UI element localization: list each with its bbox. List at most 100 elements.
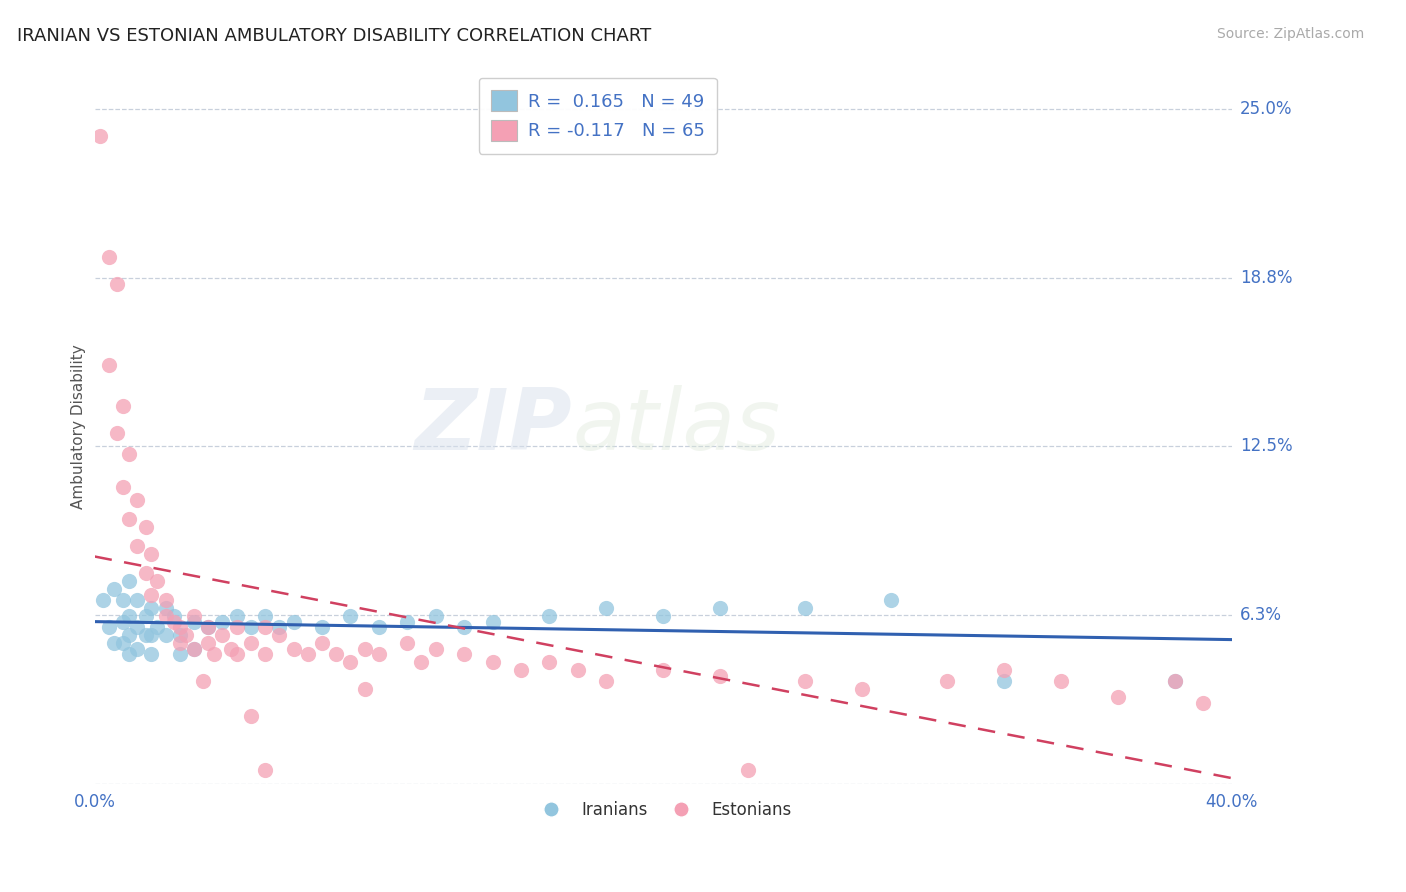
- Point: [141, 601, 163, 615]
- Point: [481, 615, 503, 629]
- Point: [269, 628, 291, 642]
- Point: [353, 641, 375, 656]
- Point: [135, 566, 157, 581]
- Point: [709, 601, 731, 615]
- Point: [239, 620, 262, 634]
- Point: [353, 682, 375, 697]
- Point: [183, 641, 205, 656]
- Text: 18.8%: 18.8%: [1240, 268, 1292, 286]
- Point: [1050, 674, 1073, 689]
- Point: [97, 359, 120, 373]
- Point: [141, 628, 163, 642]
- Point: [118, 574, 141, 589]
- Point: [135, 520, 157, 534]
- Text: 12.5%: 12.5%: [1240, 437, 1292, 456]
- Point: [1192, 696, 1215, 710]
- Point: [538, 609, 561, 624]
- Point: [481, 655, 503, 669]
- Point: [453, 647, 475, 661]
- Point: [225, 609, 247, 624]
- Point: [118, 647, 141, 661]
- Point: [936, 674, 959, 689]
- Point: [183, 615, 205, 629]
- Point: [141, 588, 163, 602]
- Point: [183, 641, 205, 656]
- Point: [103, 636, 125, 650]
- Point: [146, 620, 169, 634]
- Point: [118, 447, 141, 461]
- Point: [1107, 690, 1129, 705]
- Point: [311, 620, 333, 634]
- Point: [254, 647, 277, 661]
- Point: [595, 674, 617, 689]
- Point: [709, 669, 731, 683]
- Text: 25.0%: 25.0%: [1240, 100, 1292, 118]
- Point: [155, 601, 177, 615]
- Point: [141, 647, 163, 661]
- Point: [197, 636, 219, 650]
- Text: atlas: atlas: [572, 384, 780, 467]
- Point: [1164, 674, 1187, 689]
- Point: [652, 609, 675, 624]
- Point: [239, 709, 262, 723]
- Point: [510, 664, 533, 678]
- Point: [127, 493, 149, 508]
- Point: [595, 601, 617, 615]
- Text: IRANIAN VS ESTONIAN AMBULATORY DISABILITY CORRELATION CHART: IRANIAN VS ESTONIAN AMBULATORY DISABILIT…: [17, 27, 651, 45]
- Point: [367, 620, 389, 634]
- Point: [311, 636, 333, 650]
- Point: [103, 582, 125, 597]
- Point: [111, 480, 134, 494]
- Point: [254, 763, 277, 777]
- Point: [163, 615, 186, 629]
- Point: [254, 620, 277, 634]
- Point: [297, 647, 319, 661]
- Point: [993, 674, 1015, 689]
- Point: [225, 620, 247, 634]
- Point: [105, 277, 128, 292]
- Point: [89, 128, 111, 143]
- Point: [118, 628, 141, 642]
- Point: [191, 674, 214, 689]
- Point: [211, 615, 233, 629]
- Point: [538, 655, 561, 669]
- Point: [225, 647, 247, 661]
- Point: [169, 647, 191, 661]
- Point: [794, 601, 817, 615]
- Point: [879, 593, 901, 607]
- Point: [567, 664, 589, 678]
- Point: [118, 609, 141, 624]
- Point: [425, 641, 447, 656]
- Point: [111, 615, 134, 629]
- Point: [453, 620, 475, 634]
- Point: [1164, 674, 1187, 689]
- Point: [91, 593, 114, 607]
- Point: [146, 574, 169, 589]
- Point: [993, 664, 1015, 678]
- Point: [169, 636, 191, 650]
- Point: [239, 636, 262, 650]
- Point: [97, 251, 120, 265]
- Point: [127, 620, 149, 634]
- Text: 6.3%: 6.3%: [1240, 606, 1282, 624]
- Point: [97, 620, 120, 634]
- Point: [339, 655, 361, 669]
- Point: [163, 609, 186, 624]
- Point: [111, 399, 134, 413]
- Point: [211, 628, 233, 642]
- Point: [202, 647, 225, 661]
- Y-axis label: Ambulatory Disability: Ambulatory Disability: [72, 343, 86, 508]
- Point: [851, 682, 873, 697]
- Point: [425, 609, 447, 624]
- Point: [219, 641, 242, 656]
- Point: [737, 763, 759, 777]
- Point: [169, 620, 191, 634]
- Point: [325, 647, 347, 661]
- Text: ZIP: ZIP: [415, 384, 572, 467]
- Point: [105, 425, 128, 440]
- Point: [183, 609, 205, 624]
- Point: [197, 620, 219, 634]
- Point: [135, 628, 157, 642]
- Point: [197, 620, 219, 634]
- Point: [367, 647, 389, 661]
